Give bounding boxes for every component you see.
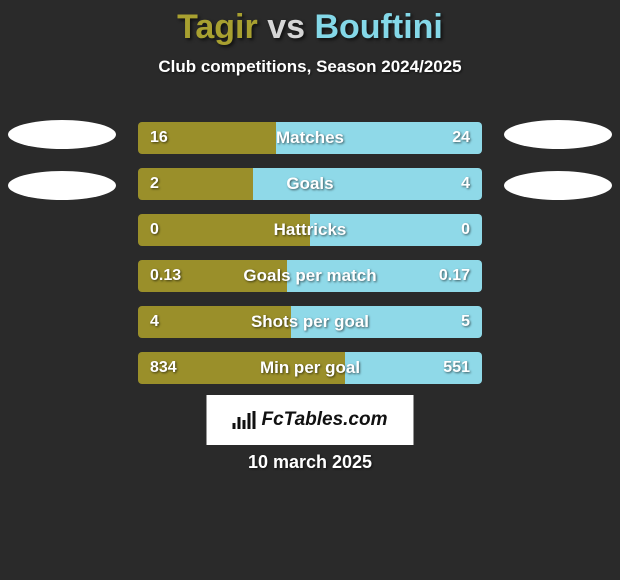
player1-name: Tagir: [177, 8, 258, 46]
stat-row: 24Goals: [138, 168, 482, 200]
chart-icon: [232, 411, 255, 429]
stat-label: Goals per match: [138, 260, 482, 292]
stat-row: 1624Matches: [138, 122, 482, 154]
oval-shape: [8, 171, 116, 200]
stat-row: 834551Min per goal: [138, 352, 482, 384]
stat-label: Goals: [138, 168, 482, 200]
brand-box: FcTables.com: [206, 395, 413, 445]
stat-label: Min per goal: [138, 352, 482, 384]
player2-name: Bouftini: [314, 8, 442, 46]
stat-label: Hattricks: [138, 214, 482, 246]
player2-photo-placeholder: [504, 120, 612, 200]
brand-text: FcTables.com: [261, 409, 387, 431]
oval-shape: [504, 120, 612, 149]
date-text: 10 march 2025: [0, 452, 620, 473]
oval-shape: [8, 120, 116, 149]
stat-label: Shots per goal: [138, 306, 482, 338]
stat-row: 45Shots per goal: [138, 306, 482, 338]
player1-photo-placeholder: [8, 120, 116, 200]
subtitle: Club competitions, Season 2024/2025: [0, 57, 620, 77]
vs-title: Tagir vs Bouftini: [0, 8, 620, 47]
comparison-bars: 1624Matches 24Goals 00Hattricks 0.130.17Goa…: [138, 122, 482, 398]
vs-text: vs: [267, 8, 305, 46]
oval-shape: [504, 171, 612, 200]
stat-label: Matches: [138, 122, 482, 154]
stat-row: 0.130.17Goals per match: [138, 260, 482, 292]
header: Tagir vs Bouftini Club competitions, Sea…: [0, 0, 620, 77]
stat-row: 00Hattricks: [138, 214, 482, 246]
